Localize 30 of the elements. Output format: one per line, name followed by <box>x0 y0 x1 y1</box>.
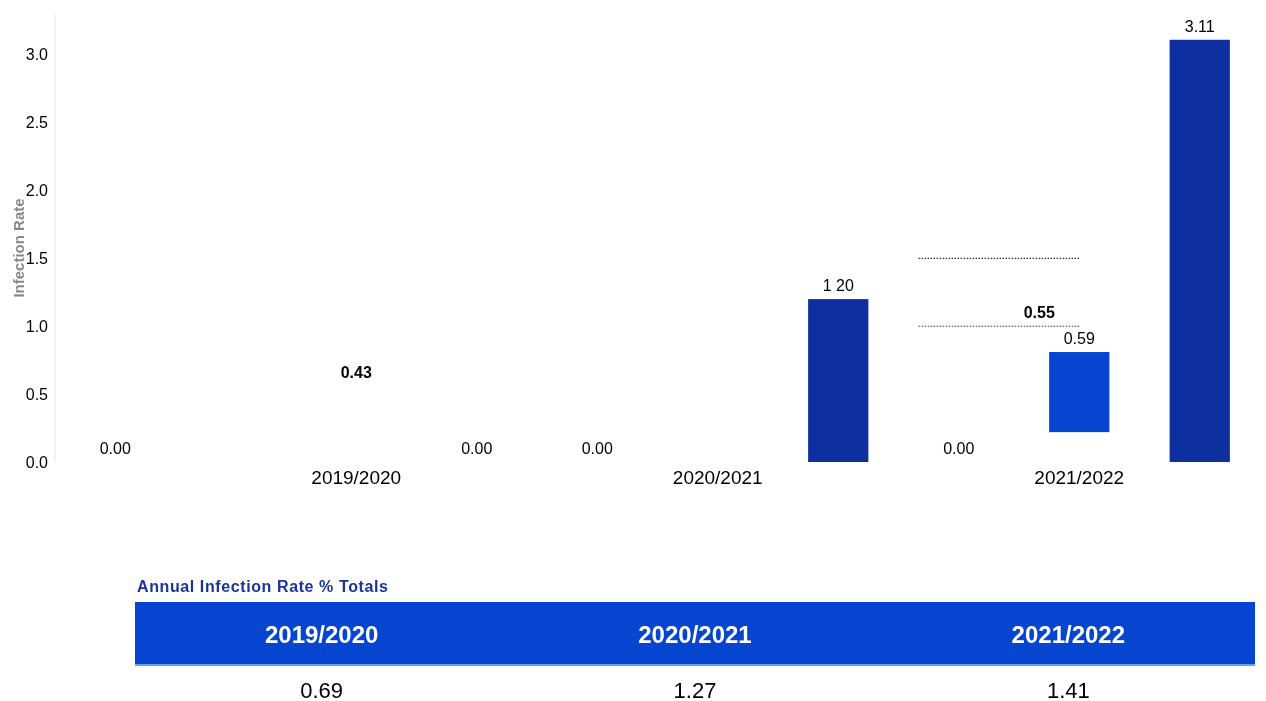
bar <box>1049 352 1110 433</box>
data-label: 1.41 <box>1046 677 1090 701</box>
x-tick-label: 2020/2021 <box>672 467 763 488</box>
x-tick-label: 2019/2020 <box>311 467 402 488</box>
data-label: 0.69 <box>300 677 344 701</box>
category-label: 2021/2022 <box>1011 621 1126 649</box>
category-label: 2020/2021 <box>638 621 752 649</box>
y-tick-label: 0.0 <box>25 453 49 471</box>
annotation: 0.55 <box>1023 304 1055 322</box>
data-label: 1 20 <box>822 277 854 295</box>
data-label: 0.00 <box>461 440 493 457</box>
annotation: 0.43 <box>340 363 372 381</box>
bar <box>1169 39 1230 462</box>
data-label: 0.59 <box>1063 330 1095 348</box>
y-tick-label: 1.5 <box>25 249 49 267</box>
y-tick-label: 2.0 <box>25 182 49 200</box>
y-axis-title: Infection Rate <box>10 198 27 298</box>
y-tick-label: 2.5 <box>25 114 49 132</box>
bar <box>808 299 869 462</box>
text: Annual Infection Rate % Totals <box>137 578 389 595</box>
data-label: 0.00 <box>943 440 975 457</box>
category-label: 2019/2020 <box>264 621 379 649</box>
data-label: 0.00 <box>99 440 131 457</box>
y-tick-label: 1.0 <box>25 317 49 335</box>
data-label: 1.27 <box>673 677 717 701</box>
data-label: 3.11 <box>1184 17 1215 35</box>
y-tick-label: 0.5 <box>25 385 49 403</box>
y-tick-label: 3.0 <box>25 46 49 64</box>
x-tick-label: 2021/2022 <box>1034 467 1125 488</box>
data-label: 0.00 <box>581 440 613 457</box>
